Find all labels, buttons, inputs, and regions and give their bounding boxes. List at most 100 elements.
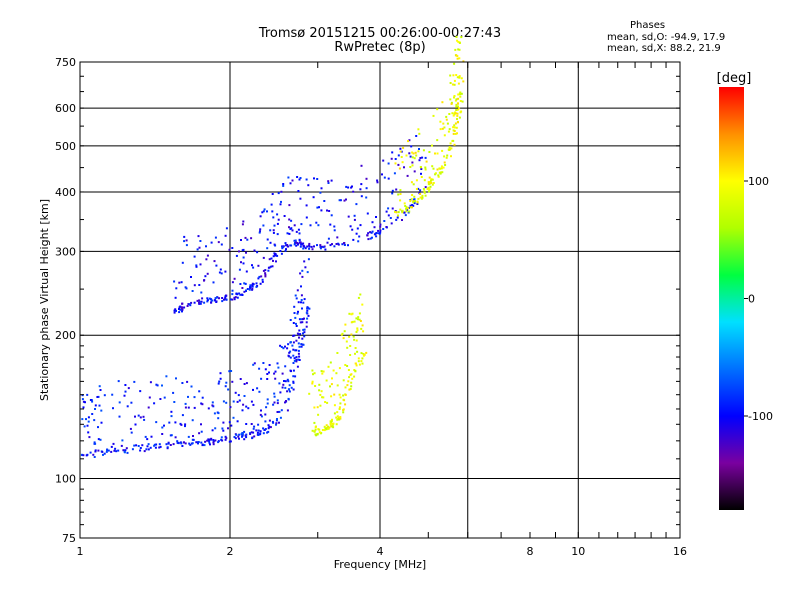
trace-point <box>412 152 415 155</box>
trace-point <box>289 182 292 185</box>
trace-point <box>86 424 89 427</box>
y-tick-label: 75 <box>62 532 76 545</box>
trace-point <box>211 401 214 404</box>
trace-point <box>415 188 418 190</box>
trace-point <box>174 436 177 439</box>
trace-point <box>292 369 295 372</box>
trace-point <box>241 409 244 412</box>
trace-point <box>342 398 345 401</box>
trace-point <box>408 210 411 213</box>
trace-point <box>415 179 418 182</box>
trace-point <box>221 300 224 303</box>
trace-point <box>284 401 286 404</box>
trace-point <box>449 142 452 145</box>
trace-point <box>154 446 157 449</box>
trace-point <box>420 197 423 200</box>
trace-point <box>357 296 360 299</box>
trace-point <box>217 382 220 385</box>
trace-point <box>319 246 322 248</box>
trace-point <box>217 417 220 420</box>
trace-point <box>394 210 396 213</box>
trace-point <box>409 166 412 168</box>
trace-point <box>197 441 200 443</box>
trace-point <box>190 385 193 388</box>
trace-point <box>255 429 258 432</box>
trace-point <box>305 325 308 328</box>
trace-point <box>281 372 284 375</box>
trace-point <box>201 443 204 446</box>
trace-point <box>339 416 342 418</box>
trace-point <box>114 447 117 450</box>
trace-point <box>413 157 416 160</box>
trace-point <box>200 423 202 426</box>
trace-point <box>224 234 227 237</box>
trace-point <box>272 216 275 219</box>
trace-point <box>320 209 323 212</box>
trace-point <box>288 388 290 391</box>
y-tick-label: 100 <box>55 473 76 486</box>
trace-point <box>320 187 323 190</box>
trace-point <box>457 108 460 111</box>
trace-point <box>82 406 85 409</box>
trace-point <box>130 401 133 404</box>
trace-point <box>401 210 404 213</box>
trace-point <box>443 134 446 137</box>
trace-point <box>355 331 358 333</box>
trace-point <box>459 100 462 102</box>
trace-point <box>440 165 443 168</box>
trace-point <box>264 273 267 276</box>
trace-point <box>297 342 300 345</box>
trace-point <box>460 36 463 39</box>
trace-point <box>231 293 234 296</box>
trace-point <box>395 218 398 221</box>
trace-point <box>418 159 421 162</box>
trace-point <box>360 164 363 167</box>
trace-point <box>270 257 273 260</box>
trace-point <box>282 347 285 350</box>
trace-point <box>169 444 172 446</box>
trace-point <box>153 402 156 405</box>
trace-point <box>237 435 240 438</box>
trace-point <box>419 189 422 192</box>
trace-point <box>208 439 210 442</box>
trace-point <box>331 377 333 380</box>
trace-point <box>218 380 221 383</box>
trace-point <box>86 393 89 396</box>
trace-point <box>200 430 203 433</box>
trace-point <box>213 412 216 415</box>
trace-point <box>457 121 459 124</box>
trace-point <box>161 433 164 435</box>
trace-point <box>354 347 357 349</box>
trace-point <box>273 395 276 398</box>
trace-point <box>333 393 336 396</box>
trace-point <box>195 264 198 267</box>
trace-point <box>184 442 187 445</box>
trace-point <box>427 183 430 186</box>
trace-point <box>450 102 453 105</box>
trace-point <box>332 369 335 372</box>
trace-point <box>294 375 297 378</box>
trace-point <box>300 243 303 246</box>
trace-point <box>357 316 360 319</box>
trace-point <box>173 280 176 283</box>
trace-point <box>401 161 404 164</box>
trace-point <box>251 437 254 440</box>
trace-point <box>282 184 285 187</box>
trace-point <box>243 438 246 441</box>
trace-point <box>338 408 341 410</box>
trace-point <box>276 418 278 420</box>
trace-point <box>319 404 322 407</box>
trace-point <box>402 146 405 149</box>
trace-point <box>416 203 419 205</box>
trace-point <box>251 288 254 291</box>
trace-point <box>417 187 420 190</box>
trace-point <box>296 242 299 244</box>
trace-point <box>359 320 362 322</box>
trace-point <box>198 432 201 435</box>
trace-point <box>318 383 321 386</box>
trace-point <box>207 438 210 441</box>
trace-point <box>313 421 316 424</box>
trace-point <box>284 365 287 368</box>
trace-point <box>233 436 236 438</box>
trace-point <box>335 423 338 426</box>
